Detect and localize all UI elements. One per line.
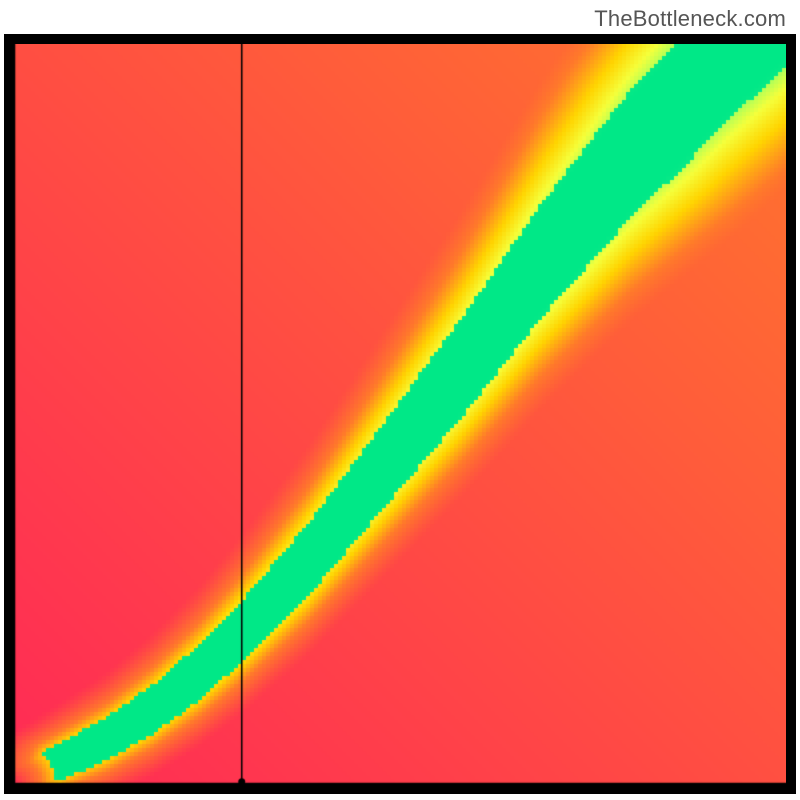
marker-overlay [14,44,786,784]
attribution-text: TheBottleneck.com [594,6,786,32]
